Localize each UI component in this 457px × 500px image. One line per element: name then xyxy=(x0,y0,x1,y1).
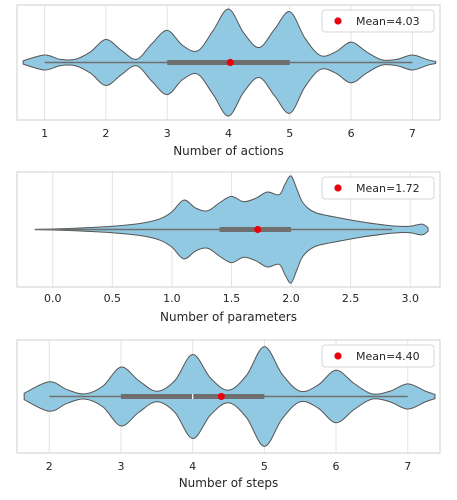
x-tick-label: 1 xyxy=(41,127,48,140)
x-tick-label: 5 xyxy=(261,460,268,473)
legend-mean-marker xyxy=(334,17,342,25)
chart-panel-3: 2 3 4 5 6 7 Number of steps Mean=4.40 xyxy=(16,339,441,490)
legend-label: Mean=1.72 xyxy=(356,182,420,195)
legend-label: Mean=4.40 xyxy=(356,350,420,363)
x-tick-label: 6 xyxy=(333,460,340,473)
x-tick-label: 1.0 xyxy=(163,292,181,305)
legend-box xyxy=(321,344,435,368)
x-tick-label: 4 xyxy=(189,460,196,473)
plot-frame xyxy=(16,171,441,288)
mean-point xyxy=(254,225,262,234)
x-tick-label: 1.5 xyxy=(223,292,241,305)
x-axis-title: Number of parameters xyxy=(160,310,297,324)
x-axis-title: Number of actions xyxy=(173,144,284,158)
chart-panel-2: 0.0 0.5 1.0 1.5 2.0 2.5 3.0 Number of parameter… xyxy=(16,171,441,324)
x-tick-label: 3 xyxy=(117,460,124,473)
x-axis-title: Number of steps xyxy=(179,476,279,490)
x-tick-label: 2.0 xyxy=(282,292,300,305)
x-tick-label: 3.0 xyxy=(401,292,419,305)
mean-point xyxy=(217,392,225,401)
x-tick-label: 6 xyxy=(348,127,355,140)
legend: Mean=4.40 xyxy=(321,344,435,368)
x-tick-label: 3 xyxy=(164,127,171,140)
x-tick-label: 5 xyxy=(286,127,293,140)
plot-frame xyxy=(16,4,441,121)
x-tick-label: 2 xyxy=(102,127,109,140)
x-tick-label: 7 xyxy=(404,460,411,473)
legend-box xyxy=(321,176,435,200)
x-tick-label: 2.5 xyxy=(342,292,360,305)
legend: Mean=4.03 xyxy=(321,9,435,33)
mean-point xyxy=(226,58,234,67)
legend-mean-marker xyxy=(334,184,342,192)
legend-box xyxy=(321,9,435,33)
x-tick-label: 4 xyxy=(225,127,232,140)
x-tick-label: 2 xyxy=(46,460,53,473)
legend: Mean=1.72 xyxy=(321,176,435,200)
chart-panel-1: 1 2 3 4 5 6 7 Number of actions Mean=4.03 xyxy=(16,4,441,158)
x-tick-label: 7 xyxy=(409,127,416,140)
plot-frame xyxy=(16,339,441,454)
x-tick-label: 0.5 xyxy=(104,292,122,305)
x-tick-label: 0.0 xyxy=(44,292,62,305)
legend-mean-marker xyxy=(334,352,342,360)
legend-label: Mean=4.03 xyxy=(356,15,420,28)
